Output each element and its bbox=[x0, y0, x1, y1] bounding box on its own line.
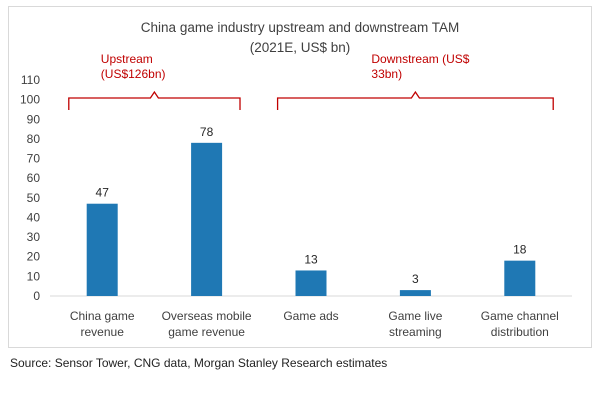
annotation-bracket bbox=[276, 90, 554, 110]
annotation-label: 33bn) bbox=[371, 67, 402, 81]
y-tick-label: 70 bbox=[27, 152, 41, 166]
y-tick-label: 80 bbox=[27, 132, 41, 146]
category-label: Game live bbox=[388, 309, 442, 323]
category-label: Overseas mobile bbox=[162, 309, 252, 323]
y-tick-label: 30 bbox=[27, 230, 41, 244]
y-tick-label: 40 bbox=[27, 210, 41, 224]
bar bbox=[399, 290, 431, 296]
data-label: 18 bbox=[513, 243, 527, 257]
y-tick-label: 0 bbox=[33, 289, 40, 303]
y-tick-label: 50 bbox=[27, 191, 41, 205]
y-tick-label: 110 bbox=[21, 73, 40, 87]
chart-title: China game industry upstream and downstr… bbox=[140, 20, 460, 35]
data-label: 13 bbox=[304, 252, 318, 266]
annotation-label: (US$126bn) bbox=[101, 67, 166, 81]
annotation-label: Downstream (US$ bbox=[371, 52, 469, 66]
data-label: 47 bbox=[96, 186, 110, 200]
y-tick-label: 60 bbox=[27, 171, 41, 185]
source-note: Source: Sensor Tower, CNG data, Morgan S… bbox=[10, 356, 388, 370]
category-label: revenue bbox=[81, 325, 125, 339]
category-label: game revenue bbox=[168, 325, 245, 339]
bar bbox=[295, 270, 327, 296]
category-label: China game bbox=[70, 309, 135, 323]
chart-subtitle: (2021E, US$ bn) bbox=[249, 40, 351, 55]
y-tick-label: 100 bbox=[20, 93, 40, 107]
annotation-label: Upstream bbox=[101, 52, 153, 66]
category-label: streaming bbox=[389, 325, 442, 339]
data-label: 3 bbox=[412, 272, 419, 286]
y-tick-label: 10 bbox=[27, 269, 41, 283]
annotation-bracket bbox=[68, 90, 241, 110]
category-label: Game ads bbox=[283, 309, 338, 323]
category-label: Game channel bbox=[481, 309, 559, 323]
bar bbox=[86, 203, 118, 296]
category-label: distribution bbox=[491, 325, 549, 339]
bar bbox=[504, 260, 536, 296]
y-tick-label: 90 bbox=[27, 112, 41, 126]
bar bbox=[191, 142, 223, 296]
y-tick-label: 20 bbox=[27, 250, 41, 264]
data-label: 78 bbox=[200, 125, 214, 139]
